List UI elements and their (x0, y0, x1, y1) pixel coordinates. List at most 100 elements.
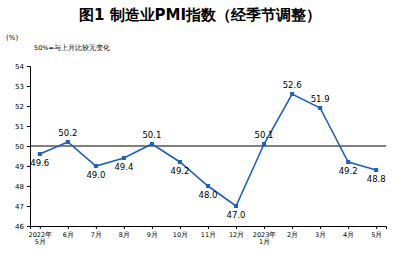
y-tick-mark (27, 106, 30, 107)
x-tick: 2023年1月 (253, 226, 277, 246)
data-label: 50.2 (58, 128, 77, 138)
marker (290, 92, 294, 96)
x-tick-mark (376, 226, 377, 229)
y-tick-mark (27, 186, 30, 187)
series-line (40, 94, 376, 206)
data-label: 51.9 (311, 94, 330, 104)
x-tick-label: 6月 (63, 231, 74, 239)
y-tick-label: 49 (15, 163, 24, 171)
y-tick: 54 (15, 63, 30, 71)
x-tick-label: 2月 (287, 231, 298, 239)
data-label: 49.2 (339, 166, 358, 176)
x-tick-label: 7月 (91, 231, 102, 239)
x-tick-label-line: 9月 (147, 231, 158, 239)
y-tick: 46 (15, 223, 30, 231)
y-tick: 49 (15, 163, 30, 171)
data-labels: 49.6 50.2 49.0 49.4 50.1 49.2 48.0 47.0 50.1 52.6… (30, 80, 385, 220)
x-tick-mark (264, 226, 265, 229)
y-tick-mark (27, 126, 30, 127)
y-tick-label: 50 (15, 143, 24, 151)
y-tick-mark (27, 226, 30, 227)
x-tick: 12月 (229, 226, 244, 239)
marker (66, 140, 70, 144)
marker (94, 164, 98, 168)
x-tick-mark (96, 226, 97, 229)
x-axis-line (31, 227, 387, 230)
chart-svg: 图1 制造业PMI指数（经季节调整）(%)50%=与上月比较无变化4647484… (0, 0, 400, 260)
y-tick: 48 (15, 183, 30, 191)
y-tick-label: 47 (15, 203, 24, 211)
y-tick-label: 52 (15, 103, 24, 111)
marker (262, 142, 266, 146)
data-label: 47.0 (227, 210, 246, 220)
x-axis: 2022年5月6月7月8月9月10月11月12月2023年1月2月3月4月5月 (29, 226, 387, 246)
data-label: 49.6 (30, 158, 49, 168)
x-tick: 6月 (63, 226, 74, 239)
x-tick-label-line: 11月 (201, 231, 216, 239)
marker (318, 106, 322, 110)
x-tick-label-line: 10月 (173, 231, 188, 239)
reference-line (30, 146, 386, 147)
data-label: 48.8 (367, 174, 386, 184)
y-tick-mark (27, 206, 30, 207)
data-label: 49.2 (170, 166, 189, 176)
x-tick-mark (208, 226, 209, 229)
x-tick-mark (124, 226, 125, 229)
x-tick-label: 2023年1月 (253, 231, 277, 246)
marker (234, 204, 238, 208)
x-tick-mark (320, 226, 321, 229)
x-tick-mark (152, 226, 153, 229)
x-tick-mark (180, 226, 181, 229)
x-tick-label-line: 12月 (229, 231, 244, 239)
chart-container: 图1 制造业PMI指数（经季节调整）(%)50%=与上月比较无变化4647484… (0, 0, 400, 260)
x-tick-mark (68, 226, 69, 229)
y-tick: 51 (15, 123, 30, 131)
x-tick-label: 5月 (371, 231, 382, 239)
x-tick: 2月 (287, 226, 298, 239)
x-tick-label-line: 7月 (91, 231, 102, 239)
x-tick-mark (348, 226, 349, 229)
y-tick: 50 (15, 143, 30, 151)
x-tick: 2022年5月 (29, 226, 53, 246)
x-tick-label: 10月 (173, 231, 188, 239)
x-tick: 9月 (147, 226, 158, 239)
y-tick-mark (27, 66, 30, 67)
marker (178, 160, 182, 164)
y-tick-label: 53 (15, 83, 24, 91)
data-label: 50.1 (255, 130, 274, 140)
y-tick-mark (27, 86, 30, 87)
x-tick: 8月 (119, 226, 130, 239)
marker (374, 168, 378, 172)
y-tick-label: 46 (15, 223, 24, 231)
x-tick-label-line: 5月 (35, 238, 46, 246)
y-tick-label: 51 (15, 123, 24, 131)
marker (150, 142, 154, 146)
x-tick: 11月 (201, 226, 216, 239)
data-label: 52.6 (283, 80, 302, 90)
y-tick-mark (27, 146, 30, 147)
x-tick-label-line: 6月 (63, 231, 74, 239)
x-tick: 5月 (371, 226, 382, 239)
x-tick-label-line: 8月 (119, 231, 130, 239)
x-tick-mark (292, 226, 293, 229)
x-tick-label: 9月 (147, 231, 158, 239)
x-tick: 3月 (315, 226, 326, 239)
y-tick-label: 54 (15, 63, 24, 71)
data-label: 49.4 (114, 162, 133, 172)
y-axis: 46 47 48 49 50 51 52 53 54 (15, 63, 30, 231)
x-tick-label: 2022年5月 (29, 231, 53, 246)
chart-title: 图1 制造业PMI指数（经季节调整） (79, 6, 321, 24)
marker (122, 156, 126, 160)
x-tick-label: 11月 (201, 231, 216, 239)
data-label: 49.0 (86, 170, 105, 180)
data-label: 48.0 (199, 190, 218, 200)
x-tick: 10月 (173, 226, 188, 239)
x-tick: 7月 (91, 226, 102, 239)
x-tick-label: 12月 (229, 231, 244, 239)
x-tick-label-line: 5月 (371, 231, 382, 239)
data-label: 50.1 (142, 130, 161, 140)
y-tick-label: 48 (15, 183, 24, 191)
x-tick-label-line: 2月 (287, 231, 298, 239)
x-tick-mark (236, 226, 237, 229)
marker (38, 152, 42, 156)
